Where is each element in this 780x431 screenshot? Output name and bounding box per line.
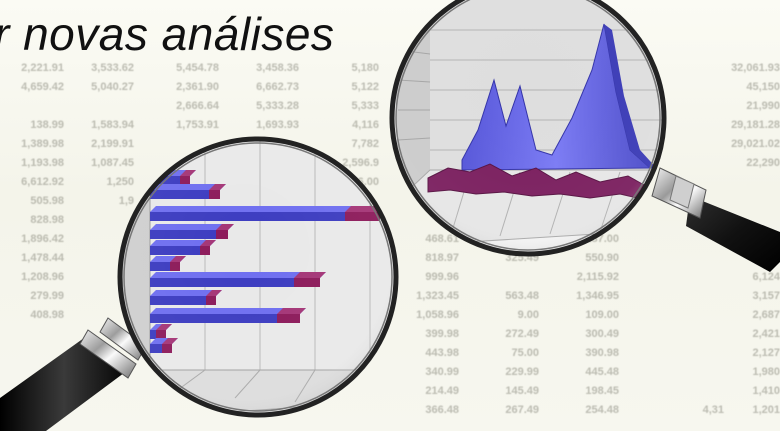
spreadsheet-cell: 1,896.42: [21, 233, 64, 245]
spreadsheet-cell: 6,124: [752, 271, 780, 283]
spreadsheet-cell: 29,181.28: [731, 119, 780, 131]
spreadsheet-row: 4,659.42 5,040.27 2,361.90 6,662.73 5,122 45,…: [0, 81, 780, 100]
spreadsheet-cell: 1,980: [752, 366, 780, 378]
spreadsheet-row: 505.98 1,9: [0, 195, 780, 214]
spreadsheet-cell: 1,058.96: [416, 309, 459, 321]
spreadsheet-cell: 1,323.45: [416, 290, 459, 302]
spreadsheet-row: 2,221.91 3,533.62 5,454.78 3,458.36 5,180 32,…: [0, 62, 780, 81]
spreadsheet-cell: 29,021.02: [731, 138, 780, 150]
spreadsheet-cell: 443.98: [425, 347, 459, 359]
spreadsheet-cell: 3,533.62: [91, 62, 134, 74]
spreadsheet-cell: 9.00: [517, 309, 539, 321]
spreadsheet-cell: 5,333.28: [256, 100, 299, 112]
spreadsheet-cell: 4,659.42: [21, 81, 64, 93]
spreadsheet-cell: 5,180: [351, 62, 379, 74]
spreadsheet-cell: 1,193.98: [21, 157, 64, 169]
spreadsheet-row: 1,193.98 1,087.45 2,596.9 22,290: [0, 157, 780, 176]
spreadsheet-cell: 366.48: [425, 404, 459, 416]
spreadsheet-cell: 2,596.9: [342, 157, 379, 169]
spreadsheet-cell: 1,478.44: [21, 252, 64, 264]
spreadsheet-cell: 2,199.91: [91, 138, 134, 150]
spreadsheet-cell: 5,040.27: [91, 81, 134, 93]
spreadsheet-cell: 340.99: [425, 366, 459, 378]
spreadsheet-cell: 390.98: [585, 347, 619, 359]
spreadsheet-cell: 563.48: [505, 290, 539, 302]
spreadsheet-row: 279.99 1,323.45 563.48 1,346.95 3,157: [0, 290, 780, 309]
spreadsheet-cell: 6,612.92: [21, 176, 64, 188]
spreadsheet-cell: 254.48: [585, 404, 619, 416]
spreadsheet-cell: 2,666.64: [176, 100, 219, 112]
spreadsheet-cell: 109.00: [585, 309, 619, 321]
spreadsheet-cell: 267.49: [505, 404, 539, 416]
spreadsheet-row: 1,389.98 2,199.91 7,782 29,021.02: [0, 138, 780, 157]
spreadsheet-cell: 1,753.91: [176, 119, 219, 131]
spreadsheet-cell: 828.98: [30, 214, 64, 226]
spreadsheet-cell: 138.99: [30, 119, 64, 131]
spreadsheet-cell: 214.49: [425, 385, 459, 397]
spreadsheet-cell: 1,087.45: [91, 157, 134, 169]
spreadsheet-cell: 22,290: [746, 157, 780, 169]
spreadsheet-cell: 3,157: [752, 290, 780, 302]
spreadsheet-cell: 1,583.94: [91, 119, 134, 131]
spreadsheet-cell: 2,361.90: [176, 81, 219, 93]
spreadsheet-cell: 468.61: [425, 233, 459, 245]
spreadsheet-cell: 399.98: [425, 328, 459, 340]
spreadsheet-cell: 4,31: [702, 404, 724, 416]
left-handle: [0, 317, 147, 431]
spreadsheet-cell: 550.90: [585, 252, 619, 264]
spreadsheet-row: 138.99 1,583.94 1,753.91 1,693.93 4,116 29,18…: [0, 119, 780, 138]
spreadsheet-cell: 5,454.78: [176, 62, 219, 74]
spreadsheet-cell: 2,421: [752, 328, 780, 340]
spreadsheet-row: 214.49 145.49 198.45 1,410: [0, 385, 780, 404]
spreadsheet-cell: 408.98: [30, 309, 64, 321]
spreadsheet-cell: 445.48: [585, 366, 619, 378]
spreadsheet-cell: 145.49: [505, 385, 539, 397]
spreadsheet-cell: 272.49: [505, 328, 539, 340]
spreadsheet-cell: 1,389.98: [21, 138, 64, 150]
spreadsheet-row: 408.98 1,058.96 9.00 109.00 2,687: [0, 309, 780, 328]
spreadsheet-cell: 818.97: [425, 252, 459, 264]
spreadsheet-cell: 1,208.96: [21, 271, 64, 283]
spreadsheet-cell: 1,9: [118, 195, 134, 207]
spreadsheet-row: 399.98 272.49 300.49 2,421: [0, 328, 780, 347]
spreadsheet-cell: 229.99: [505, 366, 539, 378]
headline-text: r novas análises: [0, 8, 335, 60]
spreadsheet-cell: 279.99: [30, 290, 64, 302]
spreadsheet-cell: 1,693.93: [256, 119, 299, 131]
spreadsheet-cell: 1,410: [752, 385, 780, 397]
spreadsheet-cell: 2,221.91: [21, 62, 64, 74]
spreadsheet-cell: 21,990: [746, 100, 780, 112]
spreadsheet-cell: 2,115.92: [576, 271, 619, 283]
spreadsheet-cell: 5,333: [351, 100, 379, 112]
spreadsheet-cell: 2,687: [752, 309, 780, 321]
spreadsheet-cell: 505.98: [30, 195, 64, 207]
spreadsheet-row: 366.48 267.49 254.48 4,31 1,201: [0, 404, 780, 423]
spreadsheet-cell: 999.96: [425, 271, 459, 283]
spreadsheet-cell: 7,782: [351, 138, 379, 150]
spreadsheet-row: 1,208.96 999.96 2,115.92 6,124: [0, 271, 780, 290]
spreadsheet-cell: 3,458.36: [256, 62, 299, 74]
spreadsheet-cell: 6,662.73: [256, 81, 299, 93]
spreadsheet-cell: 1,346.95: [576, 290, 619, 302]
spreadsheet-cell: 5,122: [351, 81, 379, 93]
spreadsheet-cell: 45,150: [746, 81, 780, 93]
spreadsheet-cell: 4,116: [352, 119, 379, 131]
spreadsheet-cell: 198.45: [585, 385, 619, 397]
spreadsheet-cell: 1,201: [752, 404, 780, 416]
spreadsheet-row: 340.99 229.99 445.48 1,980: [0, 366, 780, 385]
spreadsheet-cell: 75.00: [511, 347, 539, 359]
right-handle: [651, 167, 780, 272]
spreadsheet-cell: 32,061.93: [731, 62, 780, 74]
spreadsheet-row: 443.98 75.00 390.98 2,127: [0, 347, 780, 366]
spreadsheet-cell: 1,250: [106, 176, 134, 188]
spreadsheet-cell: 2,127: [752, 347, 780, 359]
spreadsheet-cell: 300.49: [585, 328, 619, 340]
spreadsheet-row: 2,666.64 5,333.28 5,333 21,990: [0, 100, 780, 119]
